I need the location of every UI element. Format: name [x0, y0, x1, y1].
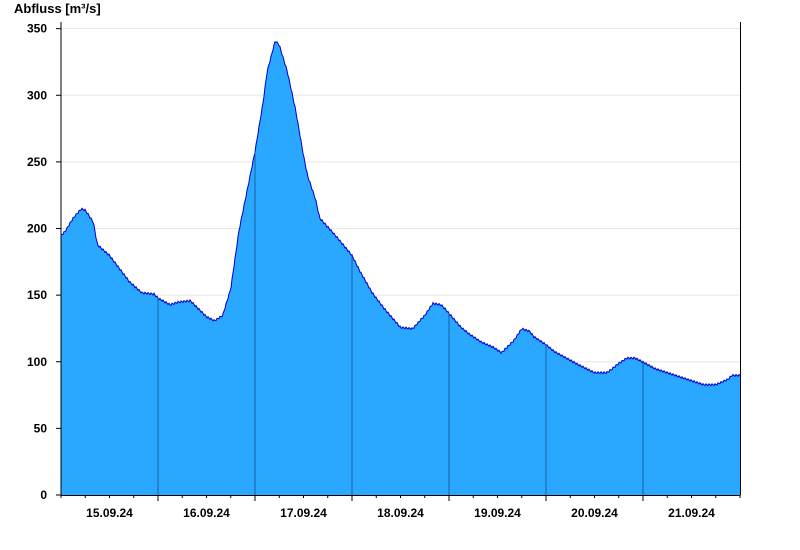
- y-tick-label-4: 200: [27, 222, 47, 236]
- area-fill: [61, 41, 740, 495]
- y-axis-title: Abfluss [m³/s]: [14, 1, 101, 16]
- y-tick-label-7: 350: [27, 22, 47, 36]
- discharge-area: [60, 40, 741, 495]
- x-tick-label-3: 18.09.24: [377, 506, 424, 520]
- x-tick-label-4: 19.09.24: [474, 506, 521, 520]
- series-line: [60, 40, 741, 387]
- y-tick-label-3: 150: [27, 288, 47, 302]
- x-axis-ticks: 15.09.24 16.09.24 17.09.24 18.09.24 19.09.24…: [60, 495, 741, 520]
- y-tick-label-0: 0: [40, 488, 47, 502]
- day-separators: [157, 151, 644, 495]
- x-tick-label-1: 16.09.24: [183, 506, 230, 520]
- y-tick-label-5: 250: [27, 155, 47, 169]
- x-tick-label-0: 15.09.24: [86, 506, 133, 520]
- y-tick-label-2: 100: [27, 355, 47, 369]
- y-axis-ticks: 0 50 100 150 200 250 300 350: [27, 22, 61, 502]
- x-tick-label-2: 17.09.24: [280, 506, 327, 520]
- x-tick-label-6: 21.09.24: [668, 506, 715, 520]
- y-tick-label-1: 50: [34, 421, 48, 435]
- y-tick-label-6: 300: [27, 88, 47, 102]
- x-tick-label-5: 20.09.24: [571, 506, 618, 520]
